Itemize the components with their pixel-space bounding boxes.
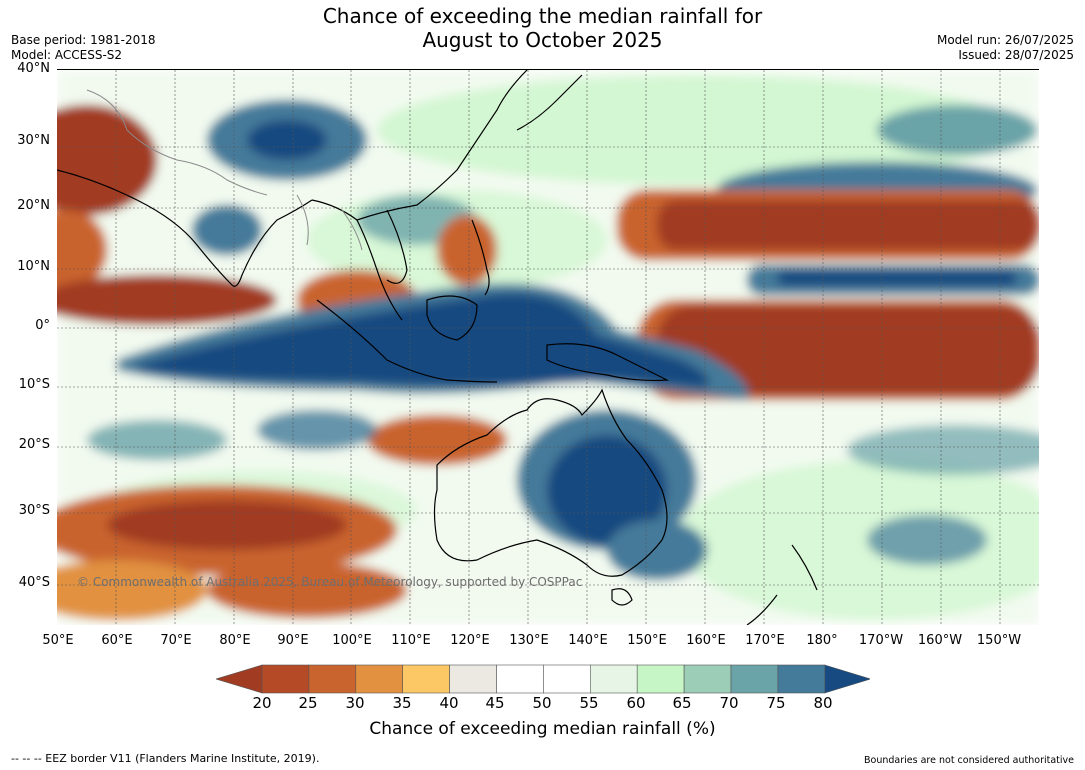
- lon-label: 140°E: [568, 633, 608, 648]
- copyright-notice: © Commonwealth of Australia 2025, Bureau…: [77, 575, 583, 589]
- colorbar-tick: 50: [532, 694, 552, 712]
- lat-label: 20°N: [17, 198, 50, 213]
- colorbar-tick: 75: [766, 694, 786, 712]
- title-line-2: August to October 2025: [422, 28, 663, 52]
- map-canvas: [57, 70, 1039, 625]
- lat-label: 30°N: [17, 133, 50, 148]
- lon-label: 100°E: [332, 633, 372, 648]
- lon-label: 120°E: [450, 633, 490, 648]
- colorbar-tick: 65: [672, 694, 692, 712]
- colorbar-tick: 80: [813, 694, 833, 712]
- lon-label: 80°E: [219, 633, 251, 648]
- model-run: Model run: 26/07/2025: [936, 33, 1074, 47]
- colorbar-extend-low: [216, 664, 263, 694]
- colorbar-tick: 25: [298, 694, 318, 712]
- colorbar-cell: [589, 664, 638, 694]
- colorbar-tick: 55: [579, 694, 599, 712]
- colorbar-cell: [308, 664, 357, 694]
- colorbar-cell: [449, 664, 497, 694]
- colorbar-cell: [496, 664, 544, 694]
- colorbar-tick: 30: [345, 694, 365, 712]
- base-period: Base period: 1981-2018: [11, 33, 156, 47]
- colorbar-cell: [543, 664, 591, 694]
- coastlines: [57, 70, 818, 625]
- lat-label: 20°S: [18, 437, 50, 452]
- lon-label: 150°W: [976, 633, 1022, 648]
- lon-label: 60°E: [101, 633, 133, 648]
- colorbar-tick: 70: [719, 694, 739, 712]
- colorbar-cell: [636, 664, 685, 694]
- meta-right: Model run: 26/07/2025 Issued: 28/07/2025: [937, 33, 1074, 63]
- eez-border-note: -- -- -- EEZ border V11 (Flanders Marine…: [11, 752, 320, 765]
- lat-label: 40°S: [18, 575, 50, 590]
- lon-label: 150°E: [627, 633, 667, 648]
- colorbar-tick: 40: [439, 694, 459, 712]
- lon-label: 50°E: [42, 633, 74, 648]
- lat-label: 40°N: [17, 61, 50, 76]
- country-borders: [86, 89, 363, 251]
- colorbar-cell: [730, 664, 779, 694]
- colorbar-tick: 35: [392, 694, 412, 712]
- rainfall-map: © Commonwealth of Australia 2025, Bureau…: [57, 69, 1039, 625]
- colorbar-cell: [777, 664, 826, 694]
- lon-label: 90°E: [277, 633, 309, 648]
- model-name: Model: ACCESS-S2: [11, 48, 123, 62]
- lon-label: 170°W: [858, 633, 904, 648]
- lat-label: 10°S: [18, 377, 50, 392]
- lon-label: 180°: [806, 633, 838, 648]
- lon-label: 170°E: [745, 633, 785, 648]
- colorbar: [216, 664, 870, 694]
- colorbar-cell: [261, 664, 310, 694]
- lon-label: 110°E: [391, 633, 431, 648]
- map-title: Chance of exceeding the median rainfall …: [0, 4, 1085, 52]
- lon-label: 70°E: [160, 633, 192, 648]
- colorbar-cell: [402, 664, 450, 694]
- colorbar-cell: [683, 664, 732, 694]
- lat-label: 0°: [35, 318, 50, 333]
- issued-date: Issued: 28/07/2025: [958, 48, 1074, 62]
- lon-label: 160°W: [917, 633, 963, 648]
- lon-label: 130°E: [509, 633, 549, 648]
- colorbar-cell: [355, 664, 404, 694]
- lon-label: 160°E: [686, 633, 726, 648]
- graticule: [57, 70, 1039, 625]
- boundaries-disclaimer: Boundaries are not considered authoritat…: [864, 755, 1074, 766]
- rainfall-field: [57, 70, 1039, 625]
- meta-left: Base period: 1981-2018 Model: ACCESS-S2: [11, 33, 156, 63]
- colorbar-tick: 20: [252, 694, 272, 712]
- lat-label: 30°S: [18, 503, 50, 518]
- colorbar-tick: 60: [626, 694, 646, 712]
- colorbar-tick: 45: [485, 694, 505, 712]
- colorbar-label: Chance of exceeding median rainfall (%): [369, 719, 716, 739]
- title-line-1: Chance of exceeding the median rainfall …: [322, 4, 763, 28]
- lat-label: 10°N: [17, 259, 50, 274]
- colorbar-extend-high: [824, 664, 870, 694]
